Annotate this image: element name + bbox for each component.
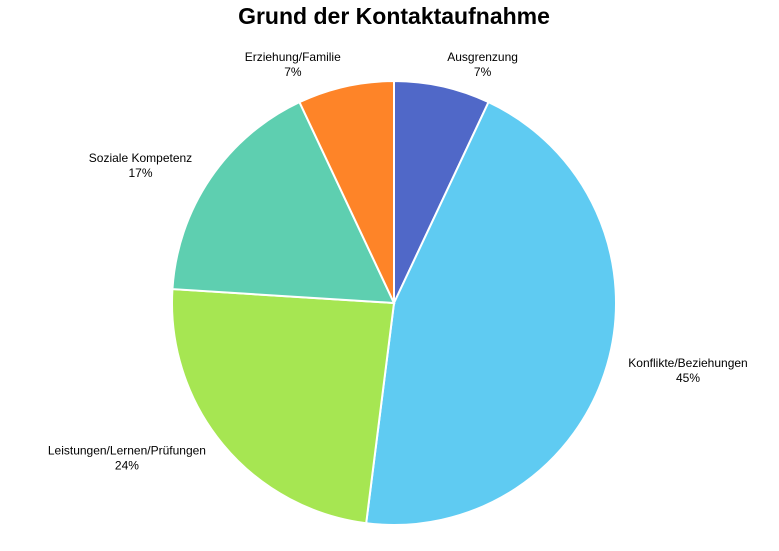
value-label: 45% xyxy=(676,371,700,385)
slice-label: Ausgrenzung xyxy=(447,50,518,64)
value-label: 24% xyxy=(115,459,139,473)
pie-slice xyxy=(365,100,617,526)
slice-label: Leistungen/Lernen/Prüfungen xyxy=(48,444,206,458)
value-label: 17% xyxy=(128,166,152,180)
value-label: 7% xyxy=(474,65,492,79)
value-label: 7% xyxy=(284,65,302,79)
pie-slice xyxy=(171,288,396,525)
pie-slice xyxy=(298,79,395,304)
pie-slice xyxy=(171,100,396,305)
slice-label: Soziale Kompetenz xyxy=(89,151,192,165)
slice-label: Erziehung/Familie xyxy=(245,50,341,64)
slice-label: Konflikte/Beziehungen xyxy=(628,356,747,370)
chart-title: Grund der Kontaktaufnahme xyxy=(238,3,550,29)
